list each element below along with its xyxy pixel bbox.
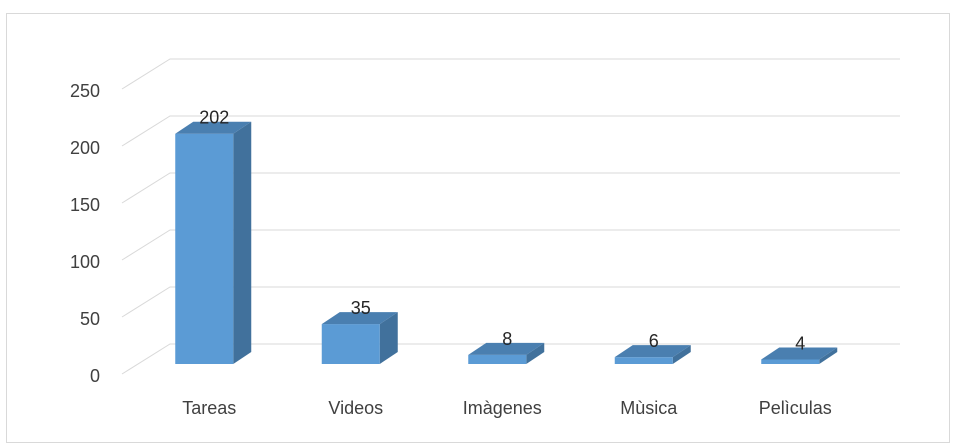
bars: [175, 121, 838, 364]
bar-front-face: [761, 359, 820, 364]
data-label: 202: [199, 108, 229, 128]
data-label: 35: [351, 298, 371, 318]
gridline: [121, 286, 900, 318]
bar-front-face: [614, 357, 673, 364]
bar-top-face: [175, 121, 252, 134]
bar-side-face: [233, 121, 252, 364]
bar-front-face: [321, 324, 380, 364]
y-tick-label: 0: [90, 366, 100, 386]
bar-side-face: [672, 345, 691, 364]
gridline: [121, 229, 900, 261]
y-tick-label: 250: [70, 81, 100, 101]
x-category-label: Imàgenes: [463, 398, 542, 418]
bar-mùsica: [614, 345, 691, 364]
x-category-label: Mùsica: [620, 398, 678, 418]
bar-top-face: [321, 312, 398, 325]
x-category-label: Tareas: [182, 398, 236, 418]
bar-side-face: [526, 342, 545, 364]
data-label: 8: [502, 329, 512, 349]
y-tick-label: 200: [70, 138, 100, 158]
bar-pelìculas: [761, 347, 838, 364]
x-axis-categories: Tareas Videos Imàgenes Mùsica Pelìculas: [182, 398, 832, 418]
x-category-label: Videos: [328, 398, 383, 418]
y-axis-ticks: 0 50 100 150 200 250: [70, 81, 100, 386]
bar-front-face: [175, 133, 234, 364]
bar-side-face: [819, 347, 838, 364]
gridline: [121, 343, 900, 375]
bar-tareas: [175, 121, 252, 364]
bar-front-face: [468, 354, 527, 364]
gridline: [121, 172, 900, 204]
data-label: 4: [795, 333, 805, 353]
data-labels: 202 35 8 6 4: [199, 108, 805, 354]
data-label: 6: [649, 331, 659, 351]
bar-top-face: [761, 347, 838, 360]
y-tick-label: 50: [80, 309, 100, 329]
bar-imàgenes: [468, 342, 545, 364]
bar-top-face: [468, 342, 545, 355]
gridlines: [121, 58, 900, 375]
gridline: [121, 58, 900, 90]
bar-videos: [321, 312, 398, 364]
x-category-label: Pelìculas: [759, 398, 832, 418]
gridline: [121, 115, 900, 147]
bar-top-face: [614, 345, 691, 358]
bar-side-face: [379, 312, 398, 364]
y-tick-label: 150: [70, 195, 100, 215]
chart-frame: [6, 13, 950, 443]
y-tick-label: 100: [70, 252, 100, 272]
bar-chart: 0 50 100 150 200 250 202 35 8 6 4 Tareas Videos Imà…: [70, 58, 900, 418]
